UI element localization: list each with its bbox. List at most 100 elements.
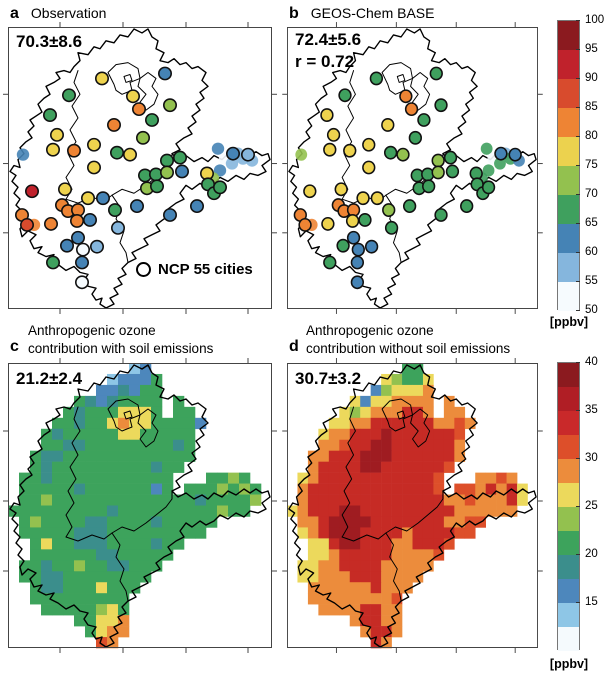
city-dot — [190, 199, 205, 214]
heat-cell — [349, 571, 361, 583]
heat-cell — [63, 417, 75, 430]
colorbar-segment — [558, 555, 579, 579]
heat-cell — [349, 505, 361, 517]
panel-b-title: GEOS-Chem BASE — [310, 5, 435, 21]
heat-cell — [318, 472, 330, 484]
city-dot — [434, 98, 448, 113]
heat-cell — [391, 626, 403, 638]
heat-cell — [30, 483, 42, 495]
heat-cell — [381, 615, 392, 627]
heat-cell — [454, 406, 466, 419]
heat-cell — [30, 582, 42, 594]
heat-cell — [328, 461, 340, 473]
legend-ncp-cities: NCP 55 cities — [136, 261, 253, 278]
heat-cell — [485, 494, 497, 506]
panel-a-letter: a — [10, 5, 19, 22]
heat-cell — [74, 472, 86, 484]
heat-cell — [52, 417, 64, 430]
heat-cell — [433, 538, 445, 550]
heat-cell — [52, 472, 64, 484]
heat-cell — [370, 483, 382, 495]
heat-cell — [85, 417, 97, 430]
heat-cell — [360, 439, 371, 451]
heat-cell — [129, 395, 141, 408]
heat-cell — [318, 560, 330, 572]
city-dot — [384, 220, 399, 235]
heat-cell — [454, 439, 466, 451]
city-dot — [383, 145, 398, 160]
city-dot — [81, 191, 96, 206]
city-dot — [126, 89, 141, 104]
heat-cell — [464, 494, 476, 506]
geoschem-base-map — [282, 22, 543, 314]
heat-cell — [328, 560, 340, 572]
heat-cell — [391, 384, 403, 397]
heat-cell — [433, 461, 445, 473]
heat-cell — [391, 373, 403, 386]
heat-cell — [349, 450, 361, 462]
heat-cell — [517, 494, 528, 506]
heat-cell — [307, 527, 319, 539]
heat-cell — [370, 406, 382, 419]
heat-cell — [307, 472, 319, 484]
heat-cell — [173, 516, 185, 528]
heat-cell — [412, 560, 424, 572]
heat-cell — [422, 439, 434, 451]
heat-cell — [52, 560, 64, 572]
grid-value-dot — [225, 157, 239, 170]
heat-cell — [339, 549, 351, 561]
heat-cell — [195, 483, 207, 495]
city-dot — [110, 145, 125, 160]
panel-c-title-line2: contribution with soil emissions — [28, 341, 214, 356]
heat-cell — [118, 505, 130, 517]
heat-cell — [402, 472, 413, 484]
city-dot — [150, 179, 165, 194]
heat-cell — [19, 516, 31, 528]
heat-cell — [151, 538, 163, 550]
heat-cell — [63, 604, 75, 616]
city-dot — [130, 199, 145, 214]
without-soil-heatmap — [282, 358, 543, 653]
heat-cell — [391, 428, 403, 441]
heat-cell — [30, 505, 42, 517]
heat-cell — [96, 384, 108, 397]
heat-cell — [85, 439, 97, 451]
heat-cell — [151, 560, 163, 572]
heat-cell — [250, 494, 262, 506]
heat-cell — [63, 406, 75, 419]
heat-cell — [443, 516, 455, 528]
city-dot — [320, 108, 334, 122]
heat-cell — [360, 560, 371, 572]
heat-cell — [85, 461, 97, 473]
heat-cell — [370, 505, 382, 517]
heat-cell — [140, 516, 152, 528]
heat-cell — [339, 582, 351, 594]
heat-cell — [140, 406, 152, 419]
heat-cell — [381, 505, 392, 517]
heat-cell — [173, 417, 185, 430]
panel-a-header: a Observation — [10, 5, 106, 23]
city-dot — [87, 137, 102, 152]
heat-cell — [339, 450, 351, 462]
heat-cell — [443, 406, 455, 419]
heat-cell — [173, 494, 185, 506]
city-dot — [108, 203, 123, 217]
heat-cell — [464, 483, 476, 495]
heat-cell — [129, 472, 141, 484]
heat-cell — [184, 439, 196, 451]
city-dot — [364, 239, 379, 254]
heat-cell — [360, 483, 371, 495]
heat-cell — [151, 483, 163, 495]
heat-cell — [412, 373, 424, 386]
heat-cell — [41, 604, 53, 616]
heat-cell — [85, 615, 97, 627]
heat-cell — [328, 450, 340, 462]
heat-cell — [52, 461, 64, 473]
heat-cell — [107, 538, 119, 550]
city-dot — [303, 184, 317, 199]
heat-cell — [96, 582, 108, 594]
stat-base-mean: 72.4±5.6 — [295, 30, 362, 49]
heat-cell — [349, 560, 361, 572]
heat-cell — [412, 417, 424, 430]
colorbar-segment — [558, 579, 579, 603]
